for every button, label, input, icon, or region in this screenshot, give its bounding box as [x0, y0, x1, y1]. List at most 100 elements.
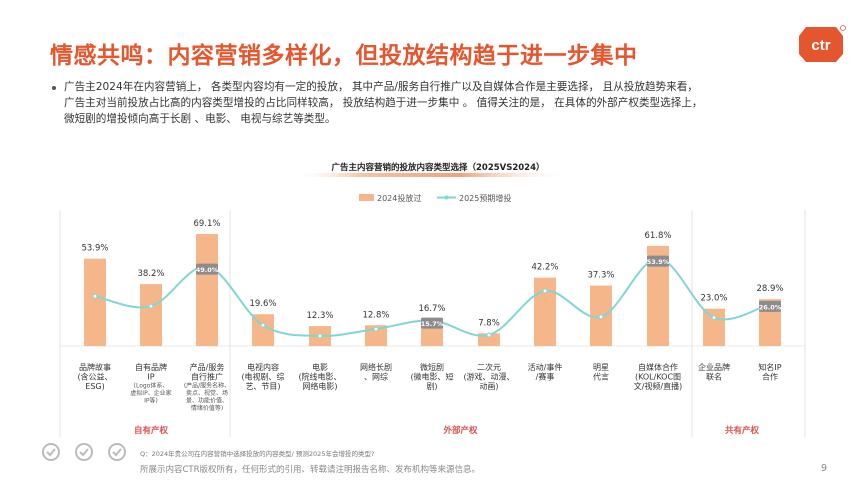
- paragraph-line: 微短剧的增投倾向高于长剧 、电影、 电视与综艺等类型。: [64, 113, 336, 125]
- paragraph-line: 广告主对当前投放占比高的内容类型增投的占比同样较高， 投放结构趋于进一步集中 。…: [64, 97, 703, 109]
- legend-line-marker: [444, 195, 449, 200]
- certification-icon: [75, 443, 93, 461]
- trend-point-2025: [373, 326, 379, 332]
- category-label: 网络长剧: [360, 362, 392, 372]
- bar-value-label: 19.6%: [249, 299, 276, 309]
- category-label: 二次元: [477, 362, 501, 372]
- category-label: 网络电影): [302, 381, 337, 391]
- category-label: (院线电影、: [298, 372, 341, 382]
- category-label: IP: [147, 373, 154, 382]
- highlight-value-label: 15.7%: [421, 320, 444, 328]
- bar-value-label: 38.2%: [137, 269, 164, 279]
- bar-2024: [647, 245, 669, 346]
- legend-bar-swatch: [359, 194, 374, 201]
- category-label: 品牌故事: [79, 362, 111, 372]
- bar-2024: [84, 258, 106, 346]
- category-label: 代言: [593, 372, 609, 382]
- category-label: 自有品牌: [135, 362, 167, 372]
- category-label: (含公益、: [77, 372, 112, 382]
- slide-title: 情感共鸣：内容营销多样化，但投放结构趋于进一步集中: [50, 43, 638, 69]
- category-label: /赛事: [536, 372, 555, 382]
- trend-point-2025: [260, 322, 266, 328]
- category-label: 、网综: [364, 372, 388, 382]
- category-label: (微电影、短: [410, 372, 453, 382]
- category-sublabel: (Logo体系、: [134, 382, 169, 390]
- bar-2024: [196, 234, 218, 346]
- category-label: (电视剧、综: [241, 372, 284, 382]
- highlight-badge: [759, 300, 781, 312]
- trend-point-2025: [598, 314, 604, 320]
- category-sublabel: 情绪价值等): [191, 404, 223, 412]
- highlight-badge: [421, 317, 443, 329]
- survey-question-note: Q：2024年贵公司在内容营销中选择投放的内容类型/ 预测2025年会增投的类型…: [140, 450, 375, 458]
- category-label: 联名: [706, 372, 722, 382]
- trend-point-2025: [711, 315, 717, 321]
- category-sublabel: 景、功能价值、: [186, 397, 228, 405]
- legend-line-label: 2025预期增投: [459, 193, 511, 203]
- category-label: (游戏、动漫、: [463, 372, 514, 382]
- category-label: ESG): [85, 382, 104, 391]
- bar-value-label: 12.3%: [306, 311, 333, 321]
- chart-legend: 2024投放过 2025预期增投: [359, 193, 511, 203]
- category-label: 知名IP: [758, 362, 781, 372]
- trend-point-2025: [317, 333, 323, 339]
- trend-point-2025: [542, 288, 548, 294]
- logo-text: ctr: [811, 37, 830, 54]
- group-label: 自有产权: [134, 425, 169, 436]
- bar-value-label: 23.0%: [700, 294, 727, 304]
- category-sublabel: (产品/服务名称、: [184, 382, 230, 390]
- category-label: 明星: [593, 363, 609, 372]
- category-label: 文/视频/直播): [634, 381, 683, 391]
- summary-paragraph: 广告主2024年在内容营销上， 各类型内容均有一定的投放， 其中产品/服务自行推…: [64, 79, 824, 127]
- category-label: 企业品牌: [698, 362, 730, 372]
- group-label: 共有产权: [725, 425, 760, 436]
- bar-2024: [534, 277, 556, 346]
- certification-icon: [108, 443, 126, 461]
- category-label: 艺、节目): [245, 382, 280, 391]
- bar-value-label: 69.1%: [193, 219, 220, 229]
- highlight-badge: [196, 263, 218, 275]
- highlight-badge: [647, 255, 669, 267]
- legend-bar-label: 2024投放过: [377, 193, 421, 203]
- bar-value-label: 42.2%: [531, 263, 558, 273]
- category-sublabel: 虚拟IP、企业家: [130, 389, 171, 397]
- bar-value-label: 28.9%: [756, 284, 783, 294]
- bar-value-label: 53.9%: [81, 244, 108, 254]
- chart-title: 广告主内容营销的投放内容类型选择（2025VS2024）: [331, 162, 544, 173]
- bar-value-label: 16.7%: [418, 304, 445, 314]
- ctr-logo: ctr: [799, 25, 846, 62]
- bar-2024: [140, 284, 162, 346]
- category-label: (KOL/KOC图: [635, 373, 681, 382]
- trend-point-2025: [148, 303, 154, 309]
- bar-value-label: 7.8%: [478, 318, 500, 328]
- bar-value-label: 37.3%: [587, 271, 614, 281]
- trend-point-2025: [92, 293, 98, 299]
- category-sublabel: 卖点、视觉、场: [186, 389, 228, 397]
- category-label: 动画): [479, 381, 498, 391]
- highlight-value-label: 26.0%: [759, 303, 782, 311]
- chart-title-underline: [292, 173, 572, 177]
- highlight-value-label: 53.9%: [647, 258, 670, 266]
- category-label: 产品/服务: [190, 362, 225, 372]
- category-label: 电影: [312, 362, 328, 372]
- category-sublabel: IP等): [144, 397, 158, 405]
- bar-value-label: 12.8%: [362, 310, 389, 320]
- copyright-text: 所展示内容CTR版权所有，任何形式的引用、转载请注明报告名称、发布机构等来源信息…: [140, 465, 481, 475]
- category-label: 剧): [426, 382, 437, 391]
- certification-icon: [42, 443, 60, 461]
- bullet-dot: [52, 86, 56, 90]
- paragraph-line: 广告主2024年在内容营销上， 各类型内容均有一定的投放， 其中产品/服务自行推…: [64, 81, 698, 93]
- trend-point-2025: [486, 332, 492, 338]
- category-label: 电视内容: [247, 362, 279, 372]
- page-number: 9: [821, 463, 828, 474]
- highlight-value-label: 49.0%: [196, 266, 219, 274]
- group-label: 外部产权: [442, 425, 478, 436]
- category-label: 微短剧: [420, 362, 444, 372]
- chart-frame: [59, 210, 806, 437]
- category-label: 自媒体合作: [638, 362, 678, 372]
- category-label: 活动/事件: [528, 362, 563, 372]
- category-label: 自行推广: [191, 372, 223, 382]
- bar-2024: [703, 308, 725, 346]
- category-label: 合作: [762, 372, 778, 382]
